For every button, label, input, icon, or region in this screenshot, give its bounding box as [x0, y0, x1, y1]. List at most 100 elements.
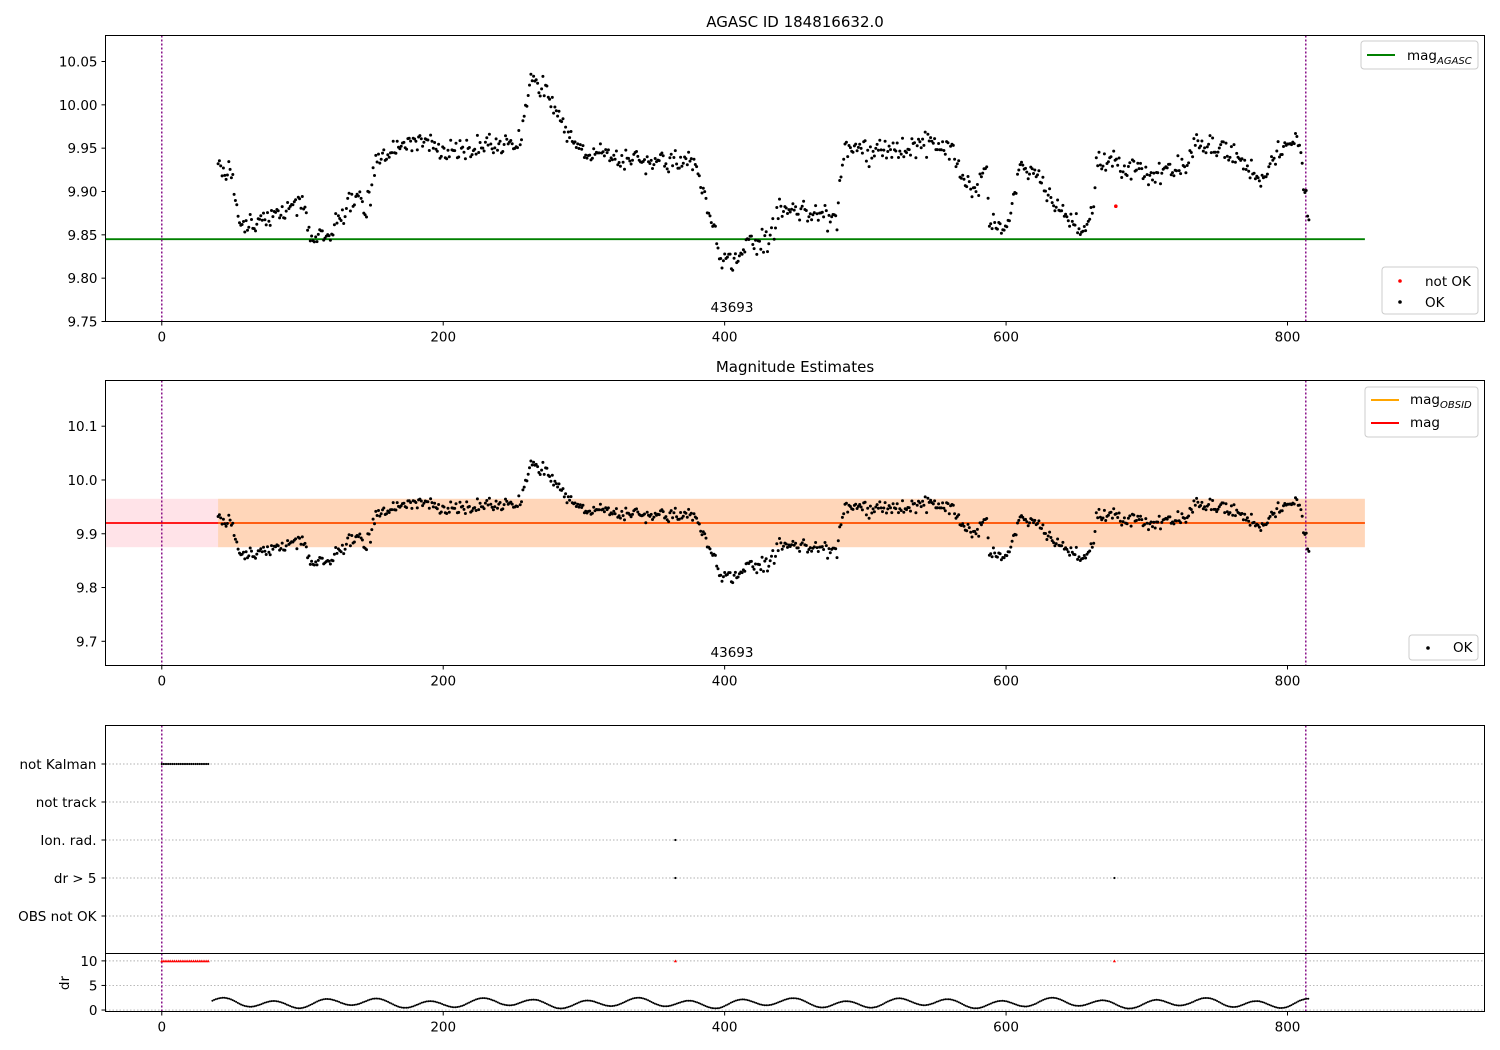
dr-point [403, 1006, 406, 1009]
agasc-ok-point [569, 130, 573, 133]
agasc-ok-point [485, 136, 489, 140]
estimates-ok-point [279, 547, 283, 550]
estimates-ok-point [478, 501, 482, 505]
dr-point [734, 999, 737, 1002]
estimates-obsid-label: 43693 [711, 645, 754, 661]
agasc-ok-point [1093, 186, 1097, 190]
dr-point [280, 1001, 283, 1004]
estimates-ok-point [762, 569, 765, 573]
agasc-ok-point [909, 153, 912, 157]
agasc-ok-point [925, 155, 929, 159]
dr-point [370, 998, 373, 1001]
estimates-ok-point [369, 540, 372, 544]
estimates-ok-point [697, 522, 701, 526]
estimates-ok-point [1221, 501, 1225, 505]
estimates-ok-point [966, 522, 970, 526]
agasc-ok-point [684, 157, 688, 161]
agasc-ok-point [978, 172, 982, 176]
estimates-ok-point [1304, 531, 1308, 535]
estimates-ok-point [1112, 507, 1116, 511]
dr-point [1292, 1003, 1295, 1006]
agasc-ok-point [390, 151, 394, 155]
dr-clipped-marker [204, 959, 208, 963]
dr-point [555, 1007, 558, 1010]
dr-point [378, 997, 381, 1000]
estimates-ok-point [1110, 516, 1114, 520]
agasc-ok-point [1145, 173, 1149, 177]
estimates-ok-point [1265, 521, 1269, 525]
dr-point [973, 1007, 975, 1010]
estimates-ok-point [477, 508, 481, 512]
agasc-ok-point [604, 148, 608, 152]
estimates-ok-point [933, 499, 937, 503]
estimates-ok-point [764, 557, 768, 561]
agasc-ok-point [1066, 219, 1070, 223]
agasc-ok-point [917, 137, 920, 141]
agasc-ok-point [1032, 172, 1035, 175]
dr-point [218, 997, 221, 1000]
agasc-ok-point [449, 138, 453, 142]
estimates-ok-point [1252, 520, 1256, 524]
agasc-ok-point [644, 172, 648, 176]
estimates-ok-point [957, 513, 961, 517]
dr-point [530, 998, 533, 1001]
dr-point [993, 1001, 996, 1004]
agasc-ok-point [802, 199, 806, 203]
dr-point [961, 1003, 964, 1005]
dr-point [268, 1000, 271, 1003]
dr-point [799, 998, 802, 1001]
agasc-ok-point [618, 164, 622, 168]
estimates-ok-point [716, 567, 720, 571]
agasc-ok-point [1082, 225, 1086, 228]
dr-clipped-marker [172, 959, 177, 963]
agasc-ok-point [1114, 157, 1118, 161]
dr-point [412, 1005, 415, 1008]
agasc-ok-point [537, 91, 541, 95]
dr-point [709, 1006, 712, 1009]
agasc-ok-point [1245, 164, 1249, 168]
dr-point [493, 999, 496, 1002]
estimates-ok-point [907, 506, 911, 510]
agasc-ok-point [1046, 193, 1050, 197]
agasc-ok-point [1275, 149, 1279, 153]
estimates-ok-point [248, 546, 252, 550]
estimates-ok-point [1109, 510, 1113, 514]
dr-point [836, 1002, 839, 1004]
estimates-ok-point [320, 556, 324, 560]
estimates-ok-point [1233, 514, 1237, 518]
agasc-ok-point [973, 186, 977, 190]
dr-point [1180, 1004, 1183, 1007]
dr-clipped-marker [198, 959, 202, 963]
agasc-ok-point [605, 151, 609, 155]
estimates-ok-point [266, 545, 269, 549]
estimates-ok-point [530, 463, 534, 467]
dr-point [351, 1004, 354, 1007]
dr-point [1221, 1002, 1224, 1005]
agasc-ok-point [516, 146, 519, 150]
dr-point [366, 999, 369, 1002]
agasc-ok-point [536, 81, 540, 85]
agasc-ok-point [755, 252, 759, 256]
dr-point [1206, 997, 1208, 999]
dr-point [863, 1005, 866, 1008]
estimates-ok-point [931, 502, 935, 506]
dr-point [275, 1000, 278, 1003]
dr-point [858, 1003, 861, 1006]
estimates-ok-point [360, 538, 364, 542]
estimates-ok-point [556, 485, 560, 489]
dr-point [1276, 1006, 1279, 1009]
agasc-ok-point [699, 186, 703, 189]
agasc-ok-point [627, 156, 630, 160]
agasc-ok-point [922, 143, 926, 147]
estimates-ok-point [844, 501, 848, 505]
estimates-ok-point [985, 517, 989, 520]
dr-point [1253, 1000, 1256, 1003]
agasc-ok-point [967, 180, 971, 184]
dr-point [969, 1006, 972, 1009]
agasc-ok-point [1074, 212, 1078, 216]
agasc-ok-point [1306, 214, 1310, 218]
dr-ytick-label-0: 0 [89, 1003, 98, 1019]
agasc-ok-point [529, 72, 533, 76]
estimates-ok-point [219, 516, 223, 520]
dr-point [907, 999, 910, 1002]
